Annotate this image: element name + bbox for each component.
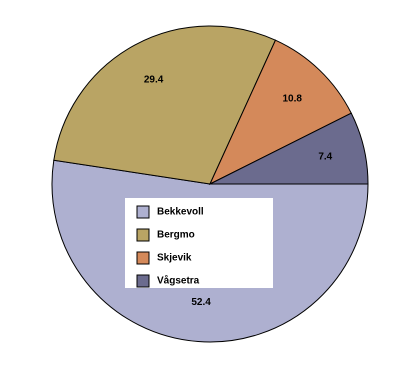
pie-slice xyxy=(208,39,352,186)
legend-label: Bergmo xyxy=(157,230,195,241)
legend-box xyxy=(125,198,273,288)
legend-swatch xyxy=(136,228,150,242)
legend-swatch xyxy=(136,274,150,288)
legend-label: Bekkevoll xyxy=(157,207,204,218)
legend-swatch xyxy=(136,205,150,219)
pie-slice xyxy=(209,112,369,185)
value-label: 7.4 xyxy=(318,151,332,162)
legend-label: Skjevik xyxy=(157,253,192,264)
value-label: 52.4 xyxy=(191,297,211,308)
legend-label: Vågsetra xyxy=(157,275,200,287)
legend-swatch xyxy=(136,251,150,265)
value-label: 29.4 xyxy=(144,74,164,85)
value-label: 10.8 xyxy=(282,93,302,104)
pie-slice xyxy=(53,25,277,185)
